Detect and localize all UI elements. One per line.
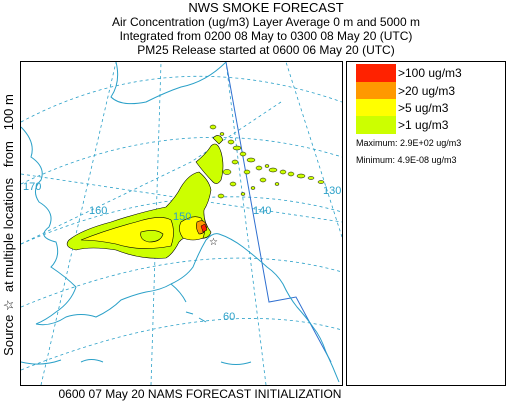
forecast-title: NWS SMOKE FORECAST: [188, 0, 344, 15]
legend-panel: >100 ug/m3 >20 ug/m3 >5 ug/m3 >1 ug/m3 M…: [346, 61, 506, 386]
forecast-initialization: 0600 07 May 20 NAMS FORECAST INITIALIZAT…: [58, 387, 342, 401]
legend-swatch: [356, 99, 396, 117]
lat-label-60: 60: [223, 311, 235, 323]
lon-label-150: 150: [173, 211, 191, 223]
legend-item-gt1: >1 ug/m3: [356, 116, 448, 134]
contour-gt1-north: [195, 143, 224, 184]
lon-label-160: 160: [89, 205, 107, 217]
integration-period: Integrated from 0200 08 May to 0300 08 M…: [119, 29, 413, 43]
legend-item-gt100: >100 ug/m3: [356, 64, 462, 82]
lon-label-170: 170: [23, 181, 41, 193]
contour-gt100: [200, 223, 208, 233]
legend-label: >1 ug/m3: [398, 118, 449, 132]
border-line: [225, 62, 332, 363]
legend-item-gt5: >5 ug/m3: [356, 99, 448, 117]
lon-label-130: 130: [323, 185, 341, 197]
smoke-map: ☆ 170 160 150 140 130 60: [21, 62, 342, 385]
coastline: [21, 62, 340, 383]
lon-label-140: 140: [253, 205, 271, 217]
source-star-icon: ☆: [209, 237, 218, 248]
legend-item-gt20: >20 ug/m3: [356, 82, 455, 100]
legend-label: >100 ug/m3: [398, 66, 462, 80]
contour-gt1-small: [212, 135, 224, 145]
minimum-value: Minimum: 4.9E-08 ug/m3: [356, 155, 457, 165]
legend-swatch: [356, 64, 396, 82]
legend-label: >5 ug/m3: [398, 101, 449, 115]
smoke-plume: [66, 124, 325, 259]
maximum-value: Maximum: 2.9E+02 ug/m3: [356, 138, 462, 148]
latitude-lines: [21, 75, 342, 371]
scattered-patches: [209, 124, 325, 199]
legend-label: >20 ug/m3: [398, 84, 456, 98]
source-side-label: Source ☆ at multiple locations from 100 …: [0, 61, 18, 388]
source-description: Source ☆ at multiple locations from 100 …: [1, 93, 16, 356]
release-start: PM25 Release started at 0600 06 May 20 (…: [137, 43, 395, 57]
map-panel: ☆ 170 160 150 140 130 60: [20, 61, 343, 386]
concentration-subtitle: Air Concentration (ug/m3) Layer Average …: [112, 15, 420, 29]
contour-gt1-inner: [140, 230, 164, 243]
legend-swatch: [356, 116, 396, 134]
title-block: NWS SMOKE FORECAST Air Concentration (ug…: [22, 0, 509, 57]
legend-swatch: [356, 82, 396, 100]
